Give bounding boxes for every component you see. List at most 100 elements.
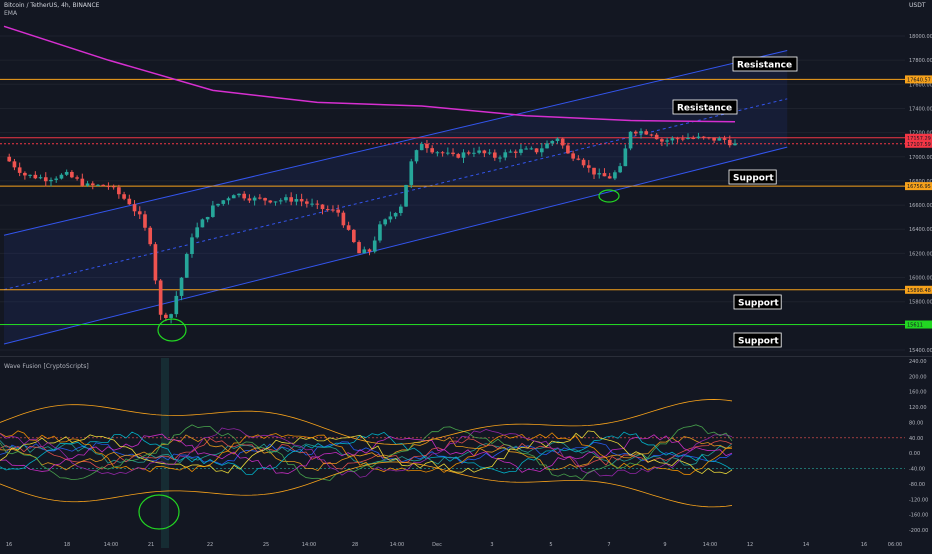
candle-body	[472, 152, 476, 154]
candle-body	[717, 138, 722, 141]
osc-series-line	[0, 430, 733, 475]
osc-tick-label: -200.00	[909, 528, 928, 534]
price-tick-label: 17600.00	[909, 82, 932, 88]
price-level-tag	[905, 182, 932, 191]
osc-tick-label: 160.00	[909, 390, 927, 396]
candle-body	[96, 184, 100, 186]
time-tick-label: 25	[263, 542, 269, 548]
price-tick-label: 16600.00	[909, 203, 932, 209]
price-tick-label: 17000.00	[909, 155, 932, 161]
candle-body	[576, 158, 581, 160]
candle-body	[80, 178, 85, 186]
time-tick-label: 16	[6, 542, 12, 548]
time-tick-label: 14:00	[104, 542, 118, 548]
candle-body	[383, 219, 387, 225]
candle-body	[226, 198, 231, 201]
channel-fill	[4, 50, 788, 344]
candle-body	[237, 193, 241, 196]
candle-body	[466, 152, 471, 154]
annotation-label: Resistance	[677, 104, 732, 114]
highlight-circle	[598, 189, 620, 203]
candle-body	[137, 211, 142, 215]
candle-body	[560, 138, 565, 146]
candle-body	[456, 154, 461, 158]
candle-body	[153, 244, 158, 281]
candle-body	[216, 203, 220, 206]
candle-body	[378, 224, 382, 241]
candle-body	[451, 152, 455, 155]
candle-body	[231, 195, 236, 199]
candle-body	[712, 137, 716, 141]
candle-body	[127, 198, 132, 205]
candle-body	[7, 156, 12, 162]
candle-body	[174, 295, 179, 315]
price-level-tag	[905, 133, 932, 142]
time-tick-label: 14:00	[302, 542, 316, 548]
candle-body	[315, 203, 320, 205]
candle-body	[639, 131, 643, 134]
candle-body	[278, 200, 283, 202]
pane-separator[interactable]	[0, 356, 932, 357]
channel-lower-line	[3, 146, 788, 345]
candle-body	[263, 198, 267, 201]
channel-mid-line	[3, 98, 788, 291]
candle-body	[555, 138, 560, 141]
candle-body	[707, 137, 711, 139]
time-tick-label: 22	[207, 542, 213, 548]
candle-body	[252, 197, 257, 201]
candle-body	[644, 131, 649, 135]
candle-body	[200, 219, 205, 228]
annotation-box	[733, 294, 782, 310]
candle-body	[49, 179, 53, 182]
time-tick-label: 18	[64, 542, 70, 548]
candle-body	[409, 161, 414, 185]
highlight-circle	[157, 318, 187, 342]
candle-body	[545, 143, 549, 149]
candle-body	[205, 216, 210, 220]
annotation-label: Support	[738, 299, 779, 309]
candle-body	[38, 177, 43, 179]
price-tick-label: 16400.00	[909, 227, 932, 233]
candle-body	[70, 171, 74, 178]
candle-body	[581, 159, 586, 166]
candle-body	[75, 177, 79, 179]
time-tick-label: 16	[861, 542, 867, 548]
price-level-text: 16756.95	[907, 184, 931, 190]
osc-tick-label: -80.00	[909, 482, 925, 488]
oscillator-panel	[0, 358, 905, 548]
indicator-name: EMA	[4, 10, 18, 17]
candle-body	[508, 151, 513, 153]
candle-body	[143, 214, 147, 228]
candle-body	[85, 183, 90, 186]
time-tick-label: 5	[549, 542, 552, 548]
osc-band-line	[0, 461, 733, 508]
price-level-tag	[905, 285, 932, 294]
candle-body	[586, 165, 591, 168]
candle-body	[607, 176, 612, 179]
time-tick-label: 7	[607, 542, 610, 548]
time-tick-label: 14	[803, 542, 809, 548]
candle-body	[346, 225, 351, 230]
candle-body	[722, 138, 727, 140]
candle-body	[101, 184, 106, 187]
candle-body	[211, 205, 215, 217]
time-tick-label: 14:00	[390, 542, 404, 548]
candle-body	[691, 137, 696, 139]
price-level-tag	[905, 139, 932, 148]
candle-body	[111, 186, 116, 188]
price-level-text: 15898.48	[907, 288, 931, 294]
ema-line	[3, 25, 736, 123]
candle-body	[613, 172, 617, 179]
candle-body	[665, 140, 669, 142]
candle-body	[393, 213, 398, 217]
candle-body	[399, 206, 403, 214]
candle-body	[54, 178, 59, 180]
candle-body	[331, 209, 335, 211]
annotation-label: Support	[733, 174, 774, 184]
candle-body	[649, 134, 654, 136]
price-tick-label: 17800.00	[909, 58, 932, 64]
candle-body	[404, 184, 408, 207]
candle-body	[425, 143, 429, 149]
candle-body	[696, 136, 701, 139]
